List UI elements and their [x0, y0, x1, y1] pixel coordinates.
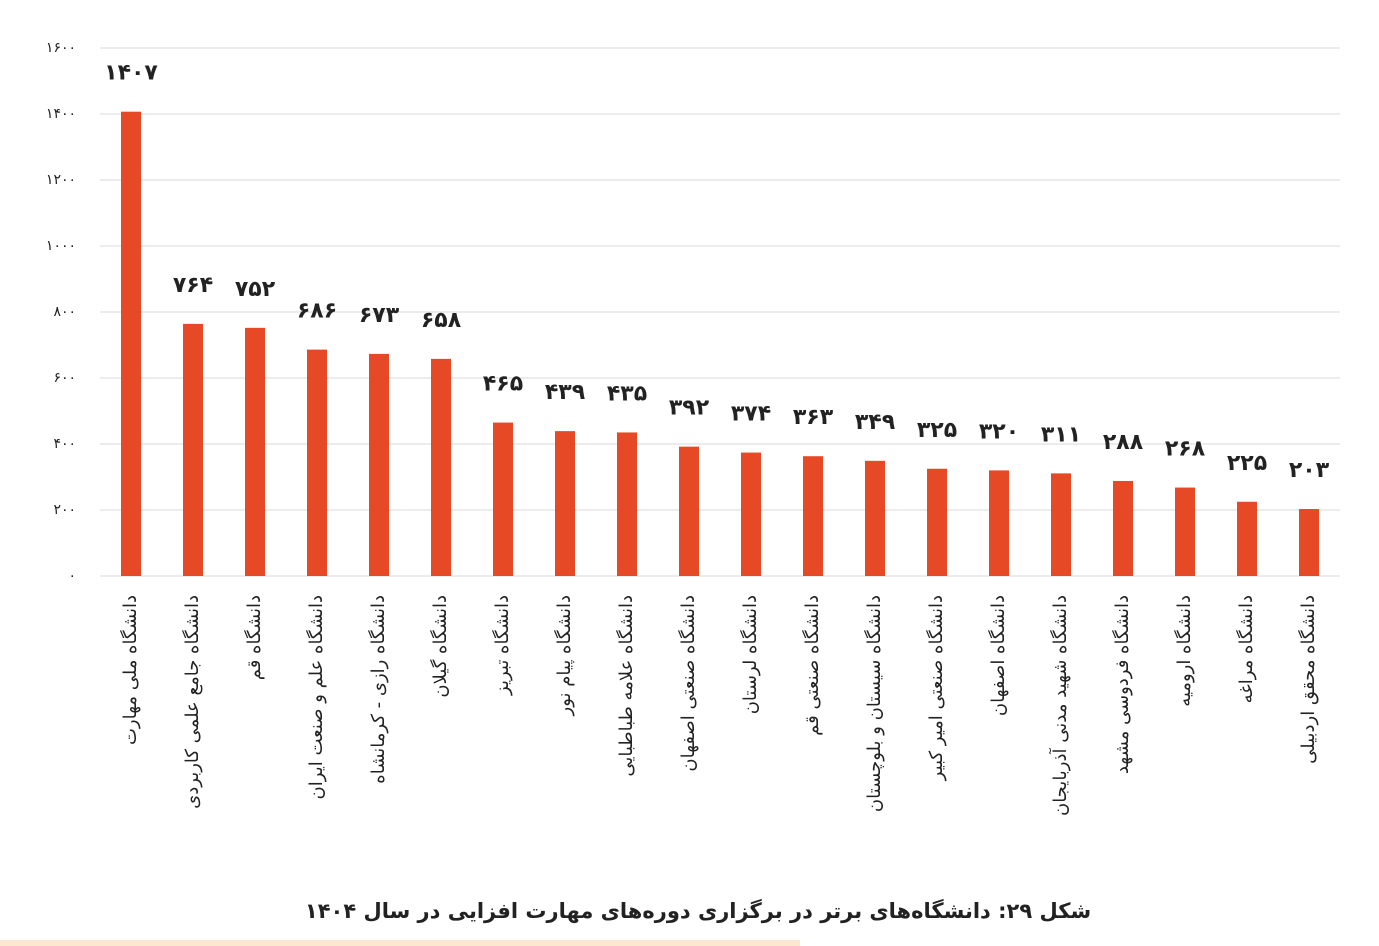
- y-tick-label: ۱۶۰۰: [46, 40, 76, 56]
- y-tick-label: ۶۰۰: [53, 370, 76, 386]
- y-tick-label: ۸۰۰: [53, 304, 76, 320]
- bar: [555, 431, 575, 576]
- x-tick-label: دانشگاه اصفهان: [987, 595, 1009, 716]
- value-label: ۶۸۶: [297, 299, 337, 324]
- x-tick-label: دانشگاه رازی - کرمانشاه: [367, 595, 389, 784]
- value-label: ۲۲۵: [1227, 451, 1267, 476]
- x-tick-label: دانشگاه شهید مدنی آذربایجان: [1048, 595, 1071, 816]
- x-tick-label: دانشگاه جامع علمی کاربردی: [181, 595, 203, 809]
- bar: [369, 353, 389, 576]
- x-tick-label: دانشگاه صنعتی اصفهان: [677, 595, 699, 772]
- value-label: ۳۲۵: [917, 418, 957, 443]
- bar: [307, 349, 327, 576]
- bar: [803, 456, 823, 576]
- x-tick-label: دانشگاه تبریز: [491, 595, 513, 696]
- bar: [1175, 487, 1195, 576]
- caption: شکل ۲۹: دانشگاه‌های برتر در برگزاری دوره…: [305, 898, 1091, 923]
- x-tick-label: دانشگاه علامه طباطبایی: [615, 595, 637, 777]
- bar: [927, 468, 947, 576]
- bar: [493, 422, 513, 576]
- footer-strip: [0, 940, 800, 946]
- y-tick-label: ۲۰۰: [53, 502, 76, 518]
- x-tick-label: دانشگاه صنعتی قم: [801, 595, 823, 736]
- y-tick-label: ۴۰۰: [53, 436, 76, 452]
- x-tick-label: دانشگاه گیلان: [429, 595, 451, 698]
- value-label: ۴۶۵: [483, 372, 523, 397]
- bar: [431, 358, 451, 576]
- bar: [989, 470, 1009, 576]
- value-label: ۳۲۰: [979, 419, 1019, 444]
- value-label: ۶۵۸: [421, 308, 462, 333]
- value-label: ۳۶۳: [793, 405, 834, 430]
- value-label: ۳۴۹: [855, 410, 895, 435]
- value-label: ۶۷۳: [359, 303, 400, 328]
- value-label: ۷۵۲: [235, 277, 276, 302]
- bar: [865, 460, 885, 576]
- bar: [1299, 509, 1319, 576]
- x-tick-label: دانشگاه صنعتی امیر کبیر: [925, 595, 947, 781]
- x-tick-label: دانشگاه لرستان: [739, 595, 761, 714]
- y-tick-label: ۰: [68, 568, 76, 584]
- value-label: ۴۳۹: [545, 380, 585, 405]
- value-label: ۱۴۰۷: [104, 61, 158, 86]
- x-tick-label: دانشگاه مراغه: [1235, 595, 1257, 703]
- y-tick-label: ۱۲۰۰: [46, 172, 76, 188]
- value-label: ۳۹۲: [669, 396, 710, 421]
- value-label: ۷۶۴: [173, 273, 213, 298]
- x-tick-label: دانشگاه محقق اردبیلی: [1297, 595, 1319, 764]
- y-tick-label: ۱۰۰۰: [46, 238, 76, 254]
- bar: [1051, 473, 1071, 576]
- bar: [741, 452, 761, 576]
- bar: [121, 111, 141, 576]
- x-tick-label: دانشگاه قم: [243, 595, 265, 680]
- x-tick-label: دانشگاه علم و صنعت ایران: [305, 595, 327, 799]
- value-label: ۲۶۸: [1165, 437, 1206, 462]
- bar: [1113, 480, 1133, 576]
- value-label: ۳۱۱: [1041, 422, 1081, 447]
- bar: [245, 327, 265, 576]
- bar: [679, 446, 699, 576]
- x-tick-label: دانشگاه ارومیه: [1173, 595, 1195, 707]
- x-tick-label: دانشگاه پیام نور: [553, 595, 575, 716]
- bar: [183, 323, 203, 576]
- value-label: ۴۳۵: [607, 381, 647, 406]
- value-label: ۲۰۳: [1289, 458, 1330, 483]
- bar: [617, 432, 637, 576]
- x-tick-label: دانشگاه سیستان و بلوچستان: [863, 595, 885, 812]
- value-label: ۲۸۸: [1103, 430, 1144, 455]
- y-tick-label: ۱۴۰۰: [46, 106, 76, 122]
- value-label: ۳۷۴: [731, 402, 771, 427]
- x-tick-label: دانشگاه ملی مهارت: [119, 595, 141, 745]
- x-tick-label: دانشگاه فردوسی مشهد: [1111, 595, 1133, 774]
- bar: [1237, 501, 1257, 576]
